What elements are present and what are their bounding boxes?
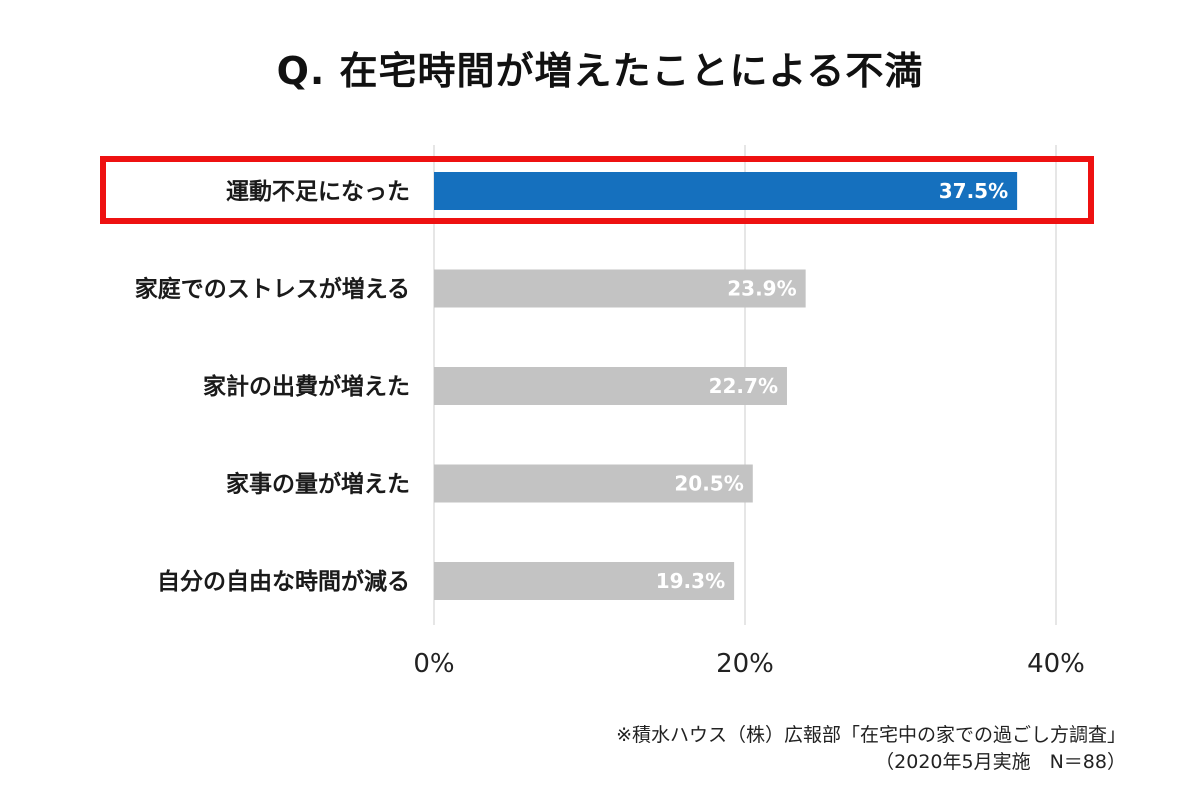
- category-label: 自分の自由な時間が減る: [157, 568, 410, 595]
- highlight-box: [100, 156, 1094, 224]
- chart-title: Q. 在宅時間が増えたことによる不満: [276, 49, 924, 93]
- bar: [434, 269, 806, 308]
- bar: [434, 367, 787, 405]
- source-line-1: ※積水ハウス（株）広報部「在宅中の家での過ごし方調査」: [616, 724, 1126, 746]
- bar-value-label: 23.9%: [727, 277, 796, 301]
- category-label: 運動不足になった: [226, 179, 410, 205]
- bar: [434, 172, 1018, 210]
- bar-value-label: 22.7%: [709, 374, 778, 398]
- bar-value-label: 37.5%: [939, 179, 1008, 203]
- category-label: 家庭でのストレスが増える: [135, 276, 410, 303]
- source-line-2: （2020年5月実施 N＝88）: [875, 751, 1126, 773]
- category-label: 家計の出費が増えた: [203, 373, 410, 400]
- bar: [434, 562, 735, 600]
- x-tick-label: 40%: [1027, 649, 1085, 679]
- x-tick-label: 0%: [413, 649, 454, 679]
- bar-value-label: 20.5%: [674, 472, 743, 496]
- bar-value-label: 19.3%: [656, 569, 725, 593]
- category-label: 家事の量が増えた: [226, 471, 410, 498]
- bar: [434, 464, 753, 503]
- x-tick-label: 20%: [716, 649, 774, 679]
- source-note: ※積水ハウス（株）広報部「在宅中の家での過ごし方調査」 （2020年5月実施 N…: [616, 722, 1126, 776]
